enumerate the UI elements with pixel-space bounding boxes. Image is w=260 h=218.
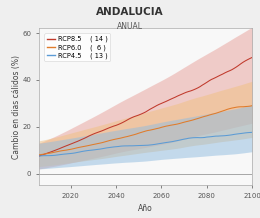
Legend: RCP8.5    ( 14 ), RCP6.0    (  6 ), RCP4.5    ( 13 ): RCP8.5 ( 14 ), RCP6.0 ( 6 ), RCP4.5 ( 13… — [44, 33, 110, 61]
Text: ANUAL: ANUAL — [117, 22, 143, 31]
Y-axis label: Cambio en dias cálidos (%): Cambio en dias cálidos (%) — [12, 55, 21, 159]
Text: ANDALUCIA: ANDALUCIA — [96, 7, 164, 17]
X-axis label: Año: Año — [138, 204, 153, 213]
